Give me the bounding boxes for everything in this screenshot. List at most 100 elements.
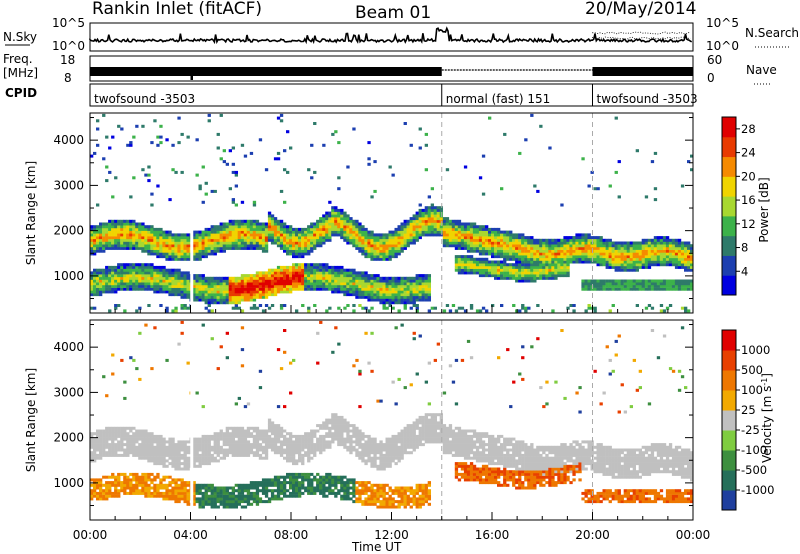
power-cell	[177, 276, 181, 280]
power-cell	[596, 255, 600, 259]
power-cell	[560, 238, 564, 242]
power-cell	[337, 141, 341, 145]
velocity-cell	[243, 483, 248, 487]
power-cell	[397, 284, 401, 288]
power-cell	[373, 284, 377, 288]
power-cell	[234, 203, 239, 207]
power-cell	[677, 260, 682, 264]
power-cell	[102, 287, 106, 291]
power-cell	[500, 244, 504, 248]
velocity-cell	[114, 445, 118, 449]
velocity-cell	[228, 432, 233, 436]
power-cell	[159, 274, 163, 278]
power-cell	[159, 290, 163, 294]
power-cell	[147, 271, 151, 275]
power-cell	[295, 309, 299, 313]
velocity-cell	[153, 459, 157, 463]
velocity-cell	[99, 497, 103, 501]
freq-band-segment	[592, 67, 693, 76]
power-cell	[551, 249, 555, 253]
power-cell	[566, 260, 570, 264]
power-cell	[246, 287, 251, 291]
velocity-cell	[216, 445, 220, 449]
power-cell	[500, 236, 504, 240]
power-cell	[656, 244, 661, 248]
power-cell	[279, 225, 284, 229]
power-cell	[671, 238, 676, 242]
power-cell	[111, 274, 115, 278]
power-cell	[412, 236, 416, 240]
power-cell	[367, 230, 371, 234]
power-cell	[298, 263, 302, 267]
velocity-cell	[198, 464, 202, 468]
power-cell	[578, 260, 582, 264]
power-cell	[343, 217, 347, 221]
power-cell	[258, 290, 263, 294]
freq-label: Freq.	[3, 52, 33, 66]
power-cell	[412, 219, 416, 223]
power-cell	[171, 244, 175, 248]
power-cell	[587, 244, 591, 248]
power-cell	[307, 238, 311, 242]
power-cell	[135, 287, 139, 291]
power-cell	[352, 230, 356, 234]
power-cell	[551, 257, 555, 261]
power-cell	[626, 265, 631, 269]
power-cell	[301, 249, 305, 253]
power-cell	[481, 252, 486, 256]
power-cell	[521, 238, 525, 242]
power-cell	[424, 274, 429, 278]
velocity-cell	[96, 453, 100, 457]
power-cell	[246, 274, 251, 278]
power-cell	[503, 241, 507, 245]
power-cell	[264, 274, 269, 278]
power-cell	[415, 238, 419, 242]
velocity-cell	[144, 323, 148, 327]
power-cell	[488, 230, 492, 234]
velocity-cell	[126, 432, 130, 436]
power-cell	[180, 284, 184, 288]
power-cell	[171, 143, 175, 147]
power-cell	[304, 236, 308, 240]
velocity-cell	[96, 440, 100, 444]
power-cell	[518, 151, 522, 155]
power-cell	[478, 263, 483, 267]
velocity-cell	[240, 486, 245, 490]
velocity-cell	[177, 489, 181, 493]
velocity-cell	[171, 456, 175, 460]
power-cell	[180, 170, 184, 174]
power-cell	[243, 154, 248, 158]
power-cell	[298, 238, 302, 242]
power-cell	[412, 298, 416, 302]
power-cell	[608, 284, 612, 288]
power-cell	[246, 276, 251, 280]
power-cell	[454, 255, 459, 259]
power-cell	[668, 246, 673, 250]
velocity-cell	[183, 491, 187, 495]
power-cell	[325, 219, 329, 223]
power-cell	[252, 203, 257, 207]
power-cell	[237, 282, 242, 286]
power-cell	[159, 124, 163, 128]
power-cell	[668, 279, 673, 283]
power-cell	[641, 263, 646, 267]
velocity-cell	[138, 434, 142, 438]
power-cell	[150, 192, 154, 196]
freq-panel: Freq. [MHz] 18 8 60 0 Nave	[3, 52, 777, 85]
power-cell	[111, 195, 115, 199]
velocity-cell	[192, 459, 196, 463]
power-cell	[267, 293, 272, 297]
power-cell	[165, 309, 169, 313]
power-cell	[334, 222, 338, 226]
power-cell	[439, 217, 444, 221]
velocity-cell	[192, 445, 196, 449]
power-cell	[123, 238, 127, 242]
power-cell	[361, 233, 365, 237]
power-cell	[231, 236, 236, 240]
velocity-cell	[120, 481, 124, 485]
power-cell	[93, 306, 97, 310]
velocity-cell	[195, 459, 199, 463]
power-cell	[542, 246, 546, 250]
power-cell	[587, 257, 591, 261]
velocity-cell	[234, 429, 239, 433]
